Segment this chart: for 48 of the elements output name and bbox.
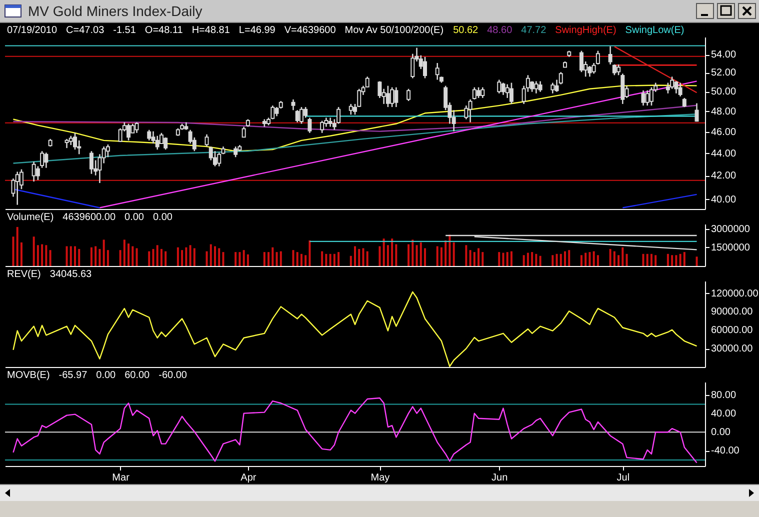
- y-tick-label: -40.00: [711, 446, 740, 457]
- x-tick-label: Jun: [492, 472, 508, 484]
- text: SwingHigh(E): [555, 25, 616, 36]
- x-tick-label: Mar: [112, 472, 130, 484]
- y-tick-label: 3000000: [711, 224, 750, 235]
- text: 0.00: [152, 212, 173, 223]
- y-tick-label: 80.00: [711, 390, 736, 401]
- y-tick-label: 1500000: [711, 242, 750, 254]
- x-tick-label: Apr: [240, 472, 257, 484]
- chart-title: MV Gold Miners Index-Daily: [28, 3, 204, 19]
- text: SwingLow(E): [625, 25, 684, 36]
- y-tick-label: 46.00: [711, 126, 736, 138]
- y-tick-label: 90000.00: [711, 306, 754, 318]
- y-tick-label: 40.00: [711, 194, 736, 206]
- x-tick-label: May: [370, 472, 390, 484]
- text: V=4639600: [284, 25, 336, 36]
- text: Volume(E): [7, 212, 54, 223]
- text: -65.97: [58, 370, 88, 381]
- y-tick-label: 30000.00: [711, 344, 754, 355]
- text: H=48.81: [192, 25, 230, 36]
- y-tick-label: 54.00: [711, 50, 736, 61]
- text: 34045.63: [50, 269, 92, 280]
- text: 47.72: [521, 25, 547, 36]
- x-tick-label: Jul: [616, 472, 630, 484]
- y-tick-label: 42.00: [711, 170, 736, 182]
- text: 48.60: [487, 25, 513, 36]
- text: 0.00: [124, 212, 144, 223]
- text: 07/19/2010: [7, 25, 58, 36]
- text: REV(E): [7, 269, 41, 280]
- text: L=46.99: [238, 25, 276, 36]
- text: 50.62: [453, 25, 479, 36]
- text: O=48.11: [144, 25, 184, 36]
- y-tick-label: 50.00: [711, 86, 736, 98]
- text: -60.00: [158, 370, 188, 381]
- text: Mov Av 50/100/200(E): [344, 25, 444, 36]
- text: -1.51: [113, 25, 136, 36]
- text: 4639600.00: [62, 212, 116, 223]
- text: MOVB(E): [7, 370, 50, 381]
- text: C=47.03: [66, 25, 105, 36]
- y-tick-label: 120000.00: [711, 288, 759, 300]
- text: 0.00: [96, 370, 116, 381]
- y-tick-label: 40.00: [711, 408, 736, 420]
- y-tick-label: 52.00: [711, 68, 736, 79]
- y-tick-label: 0.00: [711, 427, 731, 438]
- y-tick-label: 60000.00: [711, 325, 754, 336]
- y-tick-label: 48.00: [711, 106, 736, 118]
- y-tick-label: 44.00: [711, 148, 736, 160]
- text: 60.00: [124, 370, 150, 381]
